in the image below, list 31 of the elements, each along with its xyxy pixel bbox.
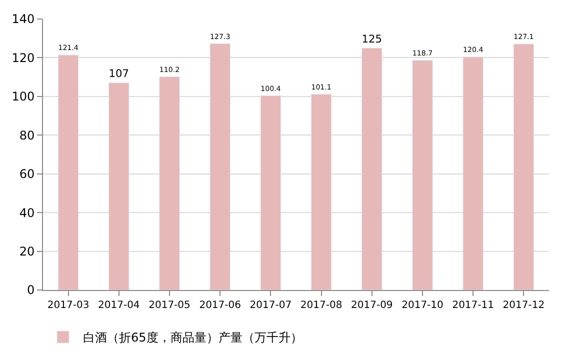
data-label: 107	[108, 68, 130, 80]
x-tick-label: 2017-10	[402, 300, 444, 311]
data-label: 125	[362, 33, 382, 46]
x-tick-label: 2017-09	[351, 300, 393, 311]
bar	[513, 44, 534, 290]
y-tick-label: 80	[19, 128, 35, 142]
bar	[310, 94, 332, 290]
bar	[260, 95, 282, 290]
y-tick-label: 140	[12, 12, 35, 26]
bar	[159, 76, 180, 290]
x-tick-label: 2017-12	[502, 300, 545, 311]
y-tick-label: 0	[26, 283, 35, 298]
bar	[462, 56, 484, 290]
x-tick-label: 2017-04	[98, 300, 140, 311]
x-tick-label: 2017-05	[148, 300, 190, 311]
y-tick-label: 20	[19, 244, 35, 258]
bar	[412, 60, 433, 290]
bar	[362, 48, 382, 290]
y-tick-label: 100	[12, 90, 35, 104]
x-tick-label: 2017-03	[47, 300, 90, 311]
x-tick-label: 2017-07	[250, 300, 292, 311]
x-tick-label: 2017-06	[199, 300, 241, 311]
bar	[58, 54, 79, 290]
x-tick-label: 2017-11	[452, 300, 494, 311]
legend-label: 白酒（折65度，商品量）产量（万千升）	[83, 330, 302, 345]
y-tick-label: 40	[19, 206, 35, 220]
bar	[108, 82, 130, 290]
y-tick-label: 120	[12, 50, 35, 65]
y-tick-label: 60	[19, 167, 35, 182]
x-tick-label: 2017-08	[300, 300, 342, 311]
bar	[210, 43, 230, 290]
